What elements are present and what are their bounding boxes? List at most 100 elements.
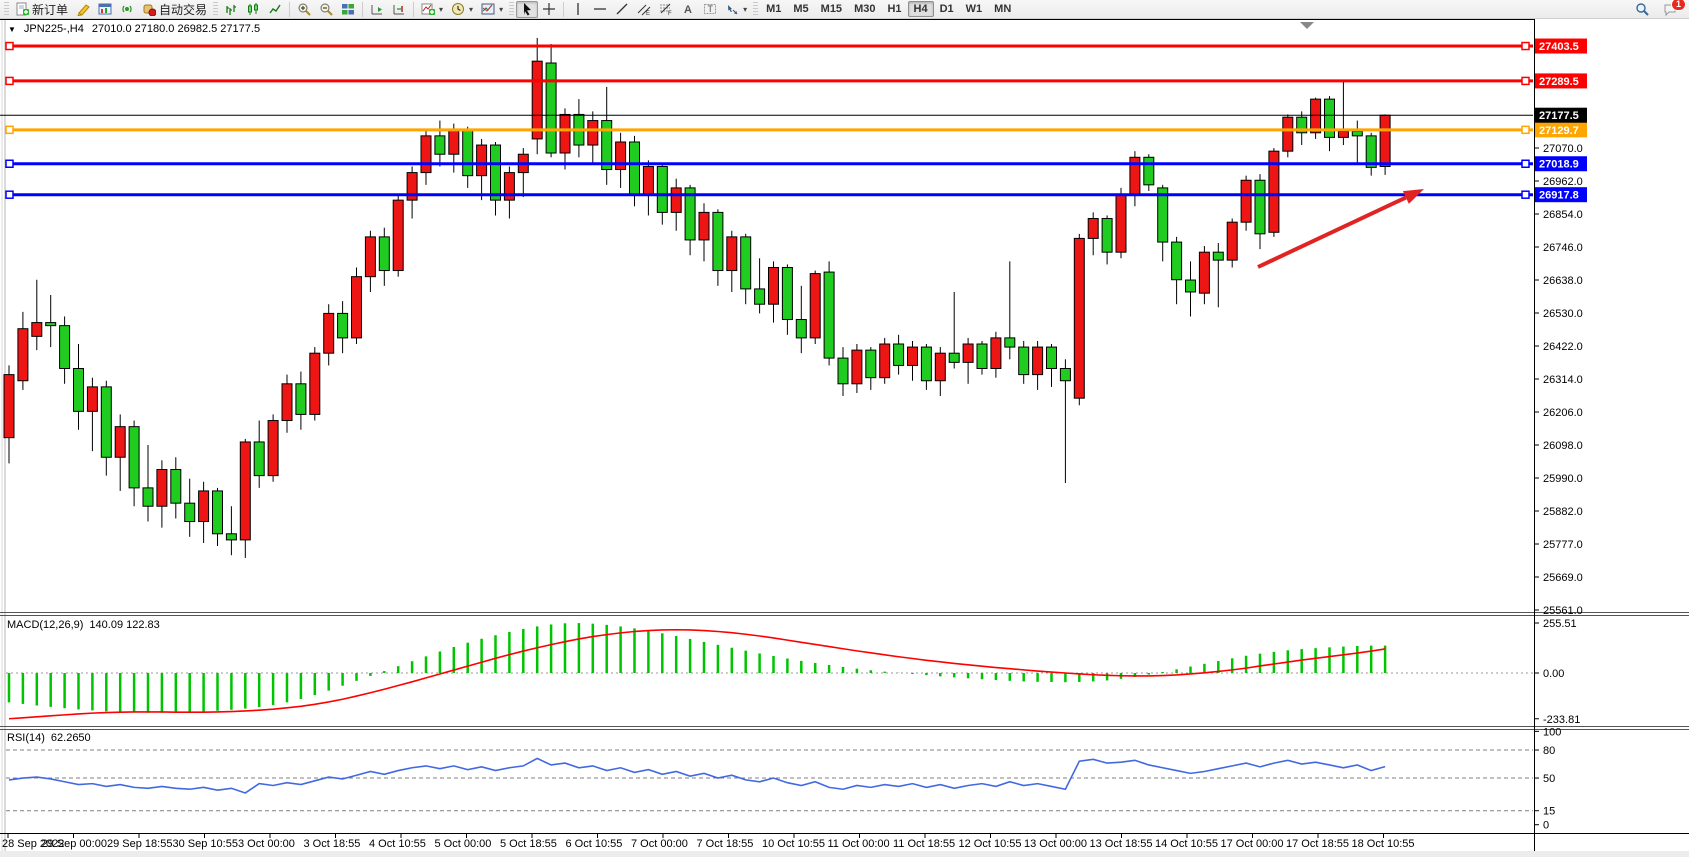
- text-label-button[interactable]: T: [699, 1, 721, 18]
- timeframe-d1-button[interactable]: D1: [939, 3, 954, 15]
- svg-text:26962.0: 26962.0: [1543, 176, 1583, 188]
- timeframe-w1-button[interactable]: W1: [965, 3, 983, 15]
- indicators-icon: [421, 2, 436, 16]
- fibonacci-button[interactable]: F: [655, 1, 677, 18]
- autotrading-button[interactable]: 自动交易: [138, 1, 211, 18]
- price-badge-26917.8: 26917.8: [1535, 187, 1587, 203]
- timeframe-mn-button[interactable]: MN: [994, 3, 1012, 15]
- timeframe-m15-button[interactable]: M15: [820, 3, 843, 15]
- line-chart-button[interactable]: [264, 1, 286, 18]
- timeframe-h4-button[interactable]: H4: [907, 1, 934, 17]
- candle-bearish: [490, 144, 501, 201]
- candle-bearish: [948, 352, 960, 363]
- candlestick-series: [3, 37, 1391, 558]
- signals-button[interactable]: [116, 1, 138, 18]
- line-handle[interactable]: [1521, 76, 1530, 86]
- cursor-button[interactable]: [516, 0, 539, 18]
- zoom-in-button[interactable]: [293, 1, 315, 18]
- chart-shift-marker[interactable]: [1300, 22, 1314, 29]
- timeframe-m5-button[interactable]: M5: [793, 3, 809, 15]
- candle-chart-button[interactable]: [242, 1, 264, 18]
- line-chart-icon: [268, 2, 282, 16]
- toolbar-grip[interactable]: [753, 1, 759, 17]
- arrows-button[interactable]: ▾: [721, 1, 751, 18]
- toolbar-grip[interactable]: [4, 1, 9, 17]
- arrow-annotation[interactable]: [1257, 189, 1424, 269]
- candle-bearish: [170, 469, 182, 504]
- candle-bearish: [823, 271, 835, 359]
- candle-bullish: [962, 343, 974, 363]
- candle-bullish: [323, 312, 335, 354]
- candle-bullish: [642, 165, 654, 195]
- toolbar-separator: [413, 1, 415, 17]
- line-handle[interactable]: [1521, 159, 1530, 168]
- timeframe-m30-button[interactable]: M30: [854, 3, 876, 15]
- chart-shift-button[interactable]: [388, 1, 410, 18]
- template-button[interactable]: ▾: [477, 1, 507, 18]
- toolbar-grip[interactable]: [509, 1, 515, 17]
- highlighter-icon: [76, 2, 90, 16]
- zoom-out-button[interactable]: [315, 1, 337, 18]
- highlighter-button[interactable]: [72, 1, 94, 18]
- tile-windows-button[interactable]: [337, 1, 359, 18]
- dropdown-arrow-icon[interactable]: ▾: [743, 4, 748, 14]
- autoscroll-button[interactable]: [366, 1, 388, 18]
- new-order-button[interactable]: 新订单: [11, 1, 72, 18]
- svg-text:3 Oct 18:55: 3 Oct 18:55: [304, 838, 361, 850]
- search-button[interactable]: [1631, 1, 1653, 18]
- horizontal-line-27289.5[interactable]: [5, 76, 1533, 86]
- notifications-button[interactable]: 1: [1659, 0, 1686, 18]
- chart-window: 27070.0 26962.0 26854.0 26746.0 26638.0 26530…: [0, 19, 1689, 857]
- line-handle[interactable]: [1521, 41, 1530, 51]
- timeframe-h1-button[interactable]: H1: [887, 3, 902, 15]
- indicators-button[interactable]: ▾: [417, 1, 447, 18]
- line-handle[interactable]: [1521, 190, 1530, 199]
- candle-bearish: [545, 62, 557, 154]
- chart-window-button[interactable]: [94, 1, 116, 18]
- chart-window-icon: [98, 2, 112, 16]
- timeframe-m1-button[interactable]: M1: [766, 3, 782, 15]
- text-button[interactable]: A: [677, 1, 699, 18]
- dropdown-arrow-icon[interactable]: ▾: [469, 4, 474, 14]
- line-handle[interactable]: [5, 159, 14, 168]
- candle-bullish: [267, 420, 279, 477]
- hline-button[interactable]: [589, 1, 611, 18]
- new-order-label: 新订单: [32, 2, 69, 17]
- chart-title[interactable]: ▼ JPN225-,H4 27010.0 27180.0 26982.5 271…: [8, 23, 260, 35]
- line-handle[interactable]: [5, 125, 14, 135]
- candle-bullish: [3, 374, 15, 439]
- candle-bearish: [1018, 346, 1030, 376]
- text-label-icon: T: [703, 2, 717, 16]
- vline-button[interactable]: [567, 1, 589, 18]
- candle-bearish: [1101, 218, 1113, 253]
- horizontal-line-27403.5[interactable]: [5, 41, 1533, 51]
- dropdown-arrow-icon[interactable]: ▾: [439, 4, 444, 14]
- price-axis[interactable]: 27070.0 26962.0 26854.0 26746.0 26638.0 26530…: [1534, 38, 1587, 617]
- svg-text:28 Sep 2022: 28 Sep 2022: [2, 838, 64, 850]
- candle-bearish: [59, 325, 71, 369]
- toolbar-grip[interactable]: [213, 1, 219, 17]
- candle-bullish: [670, 187, 682, 213]
- horizontal-line-27129.7[interactable]: [5, 125, 1533, 135]
- horizontal-line-26917.8[interactable]: [5, 190, 1533, 199]
- line-handle[interactable]: [1521, 125, 1530, 135]
- crosshair-button[interactable]: [538, 1, 560, 18]
- channel-button[interactable]: E: [633, 1, 655, 18]
- line-handle[interactable]: [5, 76, 14, 86]
- line-handle[interactable]: [5, 41, 14, 51]
- candle-bearish: [601, 120, 613, 171]
- candle-bearish: [629, 141, 640, 195]
- bar-chart-icon: [224, 2, 238, 16]
- candle-bearish: [920, 346, 932, 382]
- bar-chart-button[interactable]: [220, 1, 242, 18]
- pane-separator-rsi[interactable]: [0, 726, 1689, 730]
- line-handle[interactable]: [5, 190, 14, 199]
- dropdown-arrow-icon[interactable]: ▾: [499, 4, 504, 14]
- pane-separator-macd[interactable]: [0, 612, 1689, 616]
- one-click-trading-collapse-icon[interactable]: ▼: [8, 24, 16, 34]
- trendline-button[interactable]: [611, 1, 633, 18]
- periods-button[interactable]: ▾: [447, 1, 477, 18]
- price-badge-27129.7: 27129.7: [1535, 122, 1587, 138]
- horizontal-line-27018.9[interactable]: [5, 159, 1533, 168]
